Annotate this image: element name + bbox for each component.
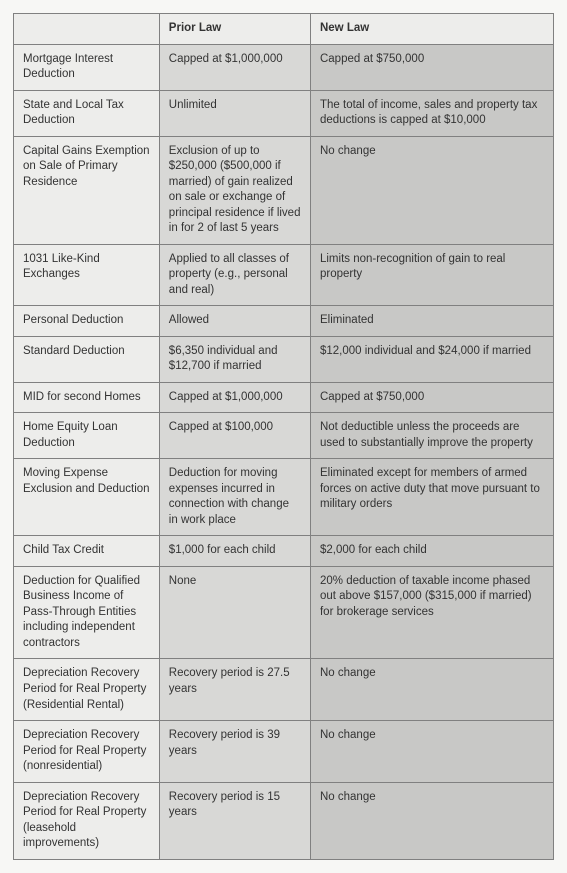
row-new-law: Capped at $750,000 [310, 44, 553, 90]
row-new-law: The total of income, sales and property … [310, 90, 553, 136]
row-new-law: Not deductible unless the proceeds are u… [310, 413, 553, 459]
header-new-law: New Law [310, 14, 553, 45]
row-prior-law: Applied to all classes of property (e.g.… [159, 244, 310, 306]
row-label: 1031 Like-Kind Exchanges [14, 244, 160, 306]
row-new-law: Capped at $750,000 [310, 382, 553, 413]
header-blank [14, 14, 160, 45]
table-row: State and Local Tax DeductionUnlimitedTh… [14, 90, 554, 136]
row-label: State and Local Tax Deduction [14, 90, 160, 136]
table-row: Capital Gains Exemption on Sale of Prima… [14, 136, 554, 244]
row-prior-law: Capped at $1,000,000 [159, 382, 310, 413]
row-prior-law: Unlimited [159, 90, 310, 136]
row-prior-law: Exclusion of up to $250,000 ($500,000 if… [159, 136, 310, 244]
row-label: Depreciation Recovery Period for Real Pr… [14, 782, 160, 859]
table-row: MID for second HomesCapped at $1,000,000… [14, 382, 554, 413]
row-new-law: No change [310, 782, 553, 859]
row-prior-law: $6,350 individual and $12,700 if married [159, 336, 310, 382]
table-row: Child Tax Credit$1,000 for each child$2,… [14, 536, 554, 567]
row-new-law: 20% deduction of taxable income phased o… [310, 566, 553, 659]
row-new-law: Eliminated [310, 306, 553, 337]
table-row: Deduction for Qualified Business Income … [14, 566, 554, 659]
row-new-law: $2,000 for each child [310, 536, 553, 567]
row-label: Mortgage Interest Deduction [14, 44, 160, 90]
table-row: Depreciation Recovery Period for Real Pr… [14, 659, 554, 721]
row-label: Deduction for Qualified Business Income … [14, 566, 160, 659]
row-new-law: Limits non-recognition of gain to real p… [310, 244, 553, 306]
row-label: Personal Deduction [14, 306, 160, 337]
row-prior-law: Capped at $100,000 [159, 413, 310, 459]
row-label: Standard Deduction [14, 336, 160, 382]
row-prior-law: Recovery period is 27.5 years [159, 659, 310, 721]
row-prior-law: Recovery period is 15 years [159, 782, 310, 859]
row-prior-law: Recovery period is 39 years [159, 721, 310, 783]
table-row: Personal DeductionAllowedEliminated [14, 306, 554, 337]
table-row: Mortgage Interest DeductionCapped at $1,… [14, 44, 554, 90]
row-new-law: No change [310, 659, 553, 721]
row-label: Depreciation Recovery Period for Real Pr… [14, 659, 160, 721]
table-row: Moving Expense Exclusion and DeductionDe… [14, 459, 554, 536]
row-prior-law: $1,000 for each child [159, 536, 310, 567]
table-row: 1031 Like-Kind ExchangesApplied to all c… [14, 244, 554, 306]
row-label: MID for second Homes [14, 382, 160, 413]
row-label: Child Tax Credit [14, 536, 160, 567]
table-body: Mortgage Interest DeductionCapped at $1,… [14, 44, 554, 859]
row-new-law: Eliminated except for members of armed f… [310, 459, 553, 536]
row-label: Depreciation Recovery Period for Real Pr… [14, 721, 160, 783]
table-row: Home Equity Loan DeductionCapped at $100… [14, 413, 554, 459]
table-row: Standard Deduction$6,350 individual and … [14, 336, 554, 382]
header-prior-law: Prior Law [159, 14, 310, 45]
table-row: Depreciation Recovery Period for Real Pr… [14, 782, 554, 859]
row-label: Home Equity Loan Deduction [14, 413, 160, 459]
row-new-law: No change [310, 136, 553, 244]
row-label: Moving Expense Exclusion and Deduction [14, 459, 160, 536]
table-row: Depreciation Recovery Period for Real Pr… [14, 721, 554, 783]
row-prior-law: None [159, 566, 310, 659]
row-new-law: $12,000 individual and $24,000 if marrie… [310, 336, 553, 382]
row-prior-law: Allowed [159, 306, 310, 337]
row-prior-law: Deduction for moving expenses incurred i… [159, 459, 310, 536]
row-new-law: No change [310, 721, 553, 783]
row-prior-law: Capped at $1,000,000 [159, 44, 310, 90]
table-header-row: Prior Law New Law [14, 14, 554, 45]
row-label: Capital Gains Exemption on Sale of Prima… [14, 136, 160, 244]
tax-law-comparison-table: Prior Law New Law Mortgage Interest Dedu… [13, 13, 554, 860]
